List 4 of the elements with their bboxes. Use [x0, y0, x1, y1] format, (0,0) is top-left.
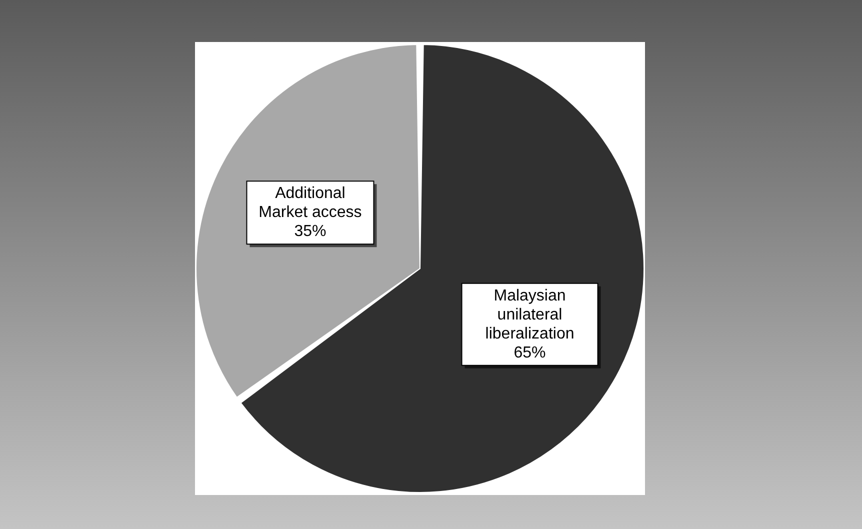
slice-label: Additional Market access: [258, 185, 362, 222]
slice-label: Malaysian unilateral liberalization: [485, 287, 574, 342]
data-label: 65%: [514, 344, 546, 362]
data-label: 35%: [294, 223, 326, 240]
